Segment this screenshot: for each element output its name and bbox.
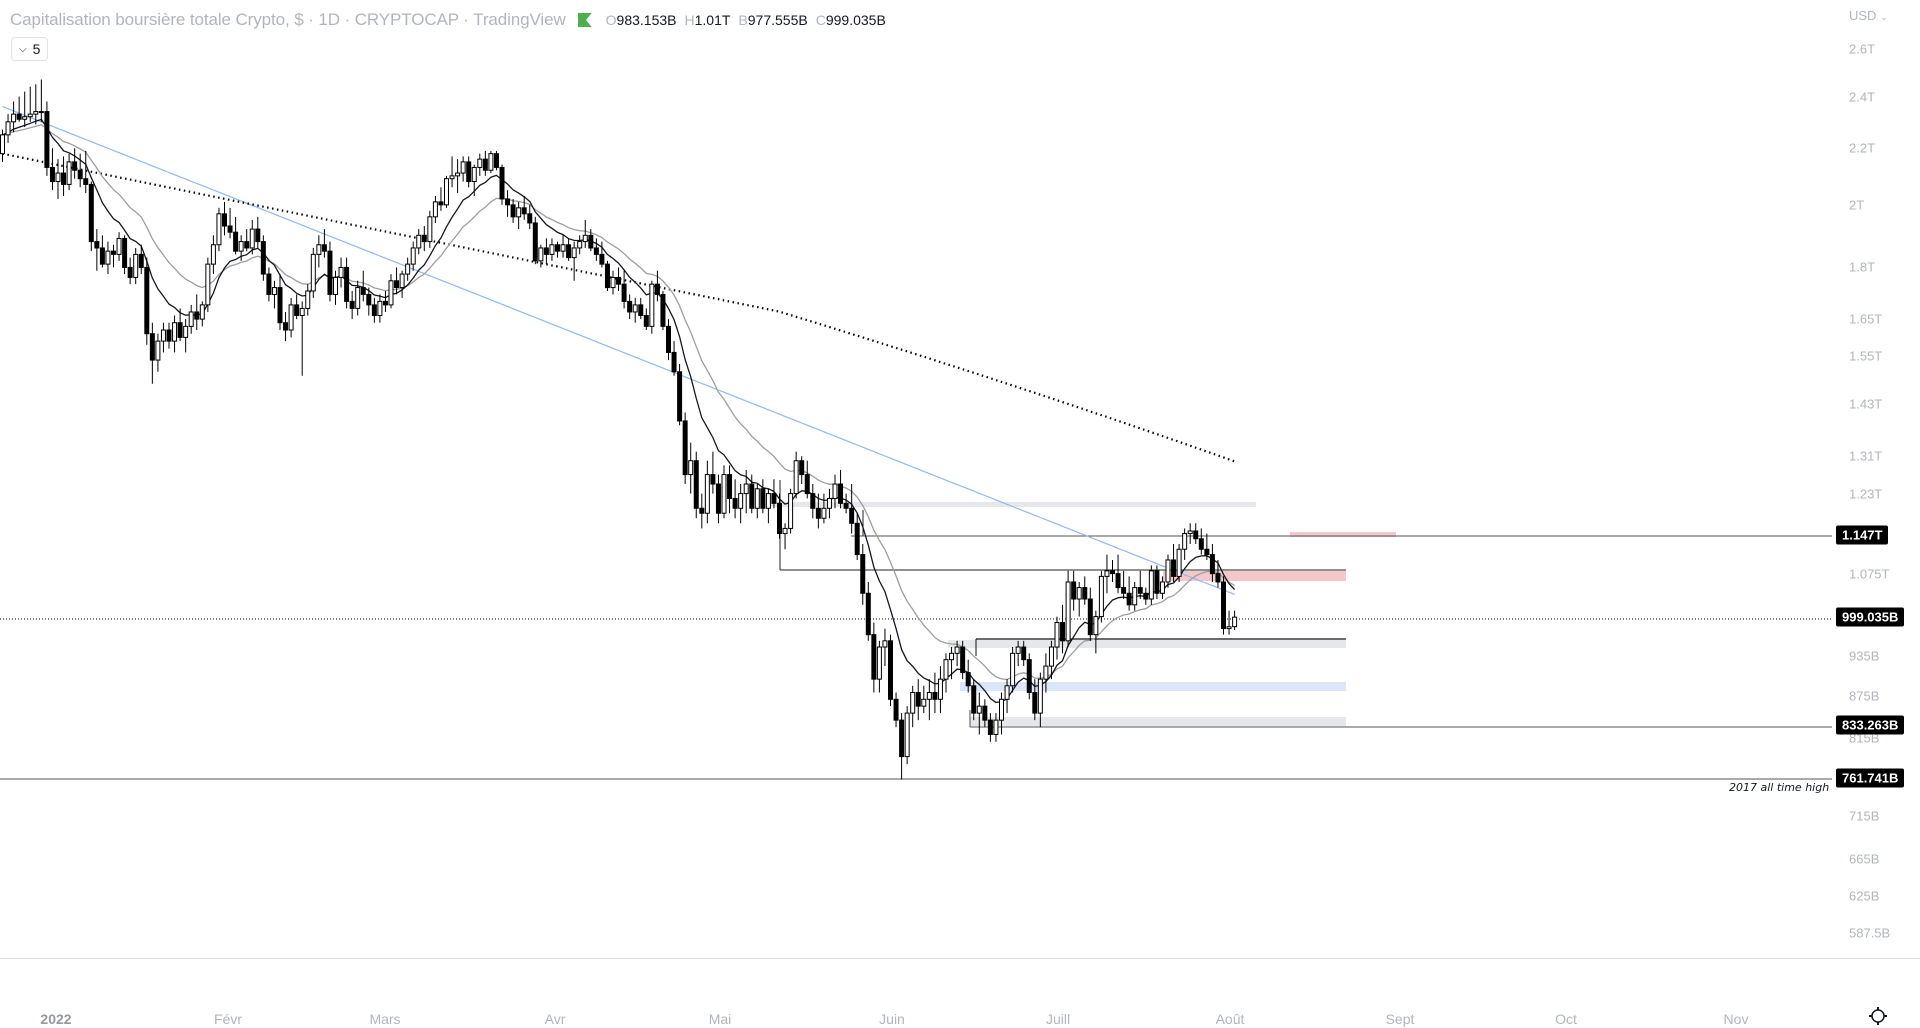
time-axis-label: Mars	[369, 1011, 401, 1027]
chart-header: Capitalisation boursière totale Crypto, …	[10, 8, 894, 32]
ohlc-high: H1.01T	[684, 12, 731, 28]
market-open-flag-icon	[577, 13, 592, 27]
price-level-tag: 761.741B	[1836, 768, 1905, 788]
chevron-down-icon: ⌵	[19, 43, 27, 55]
price-level-tag: 1.147T	[1836, 525, 1889, 545]
price-level-tag: 999.035B	[1836, 607, 1905, 627]
price-tick-label: 587.5B	[1849, 925, 1891, 940]
price-tick-label: 1.43T	[1849, 396, 1883, 412]
time-axis-label: Avr	[544, 1011, 566, 1027]
price-tick-label: 665B	[1849, 851, 1880, 867]
price-tick-label: 2.2T	[1849, 140, 1876, 156]
price-tick-label: 2.4T	[1849, 89, 1876, 105]
ohlc-low: B977.555B	[738, 12, 808, 28]
ohlc-open: O983.153B	[605, 12, 677, 28]
time-axis-label: Juill	[1045, 1011, 1071, 1027]
time-axis-label: Mai	[708, 1011, 732, 1027]
price-tick-label: 2T	[1849, 197, 1865, 213]
price-tick-label: 2.6T	[1849, 41, 1876, 57]
time-axis-label: Févr	[214, 1011, 242, 1027]
price-tick-label: 715B	[1849, 808, 1880, 824]
symbol-title: Capitalisation boursière totale Crypto, …	[10, 10, 566, 29]
price-tick-label: 1.23T	[1849, 486, 1883, 502]
indicator-count: 5	[32, 41, 41, 57]
time-axis-label: Août	[1215, 1011, 1245, 1027]
time-axis-label: 2022	[40, 1011, 72, 1027]
price-tick-label: 1.31T	[1849, 448, 1883, 464]
chart-canvas[interactable]	[0, 0, 1832, 958]
price-tick-label: 625B	[1849, 888, 1880, 904]
candlestick-plot[interactable]	[0, 0, 1832, 958]
chevron-down-icon: ⌄	[1880, 12, 1888, 22]
currency-selector[interactable]: USD ⌄	[1849, 8, 1888, 23]
price-tick-label: 875B	[1849, 688, 1880, 704]
ath-annotation: 2017 all time high	[1729, 781, 1830, 794]
price-tick-label: 1.075T	[1849, 566, 1890, 582]
indicators-collapse-button[interactable]: ⌵ 5	[11, 37, 49, 61]
time-axis[interactable]: 2022 Févr Mars Avr Mai Juin Juill Août Sept Oct No…	[0, 958, 1920, 1028]
ohlc-close: C999.035B	[815, 12, 886, 28]
time-axis-label: Oct	[1555, 1011, 1577, 1027]
time-axis-label: Nov	[1723, 1011, 1749, 1027]
price-tick-label: 1.8T	[1849, 259, 1876, 275]
gear-icon[interactable]	[1868, 1006, 1888, 1026]
price-tick-label: 935B	[1849, 648, 1880, 664]
time-axis-label: Sept	[1385, 1011, 1415, 1027]
price-tick-label: 1.65T	[1849, 311, 1883, 327]
price-tick-label: 1.55T	[1849, 348, 1883, 364]
price-level-tag: 833.263B	[1836, 715, 1905, 735]
time-axis-label: Juin	[879, 1011, 905, 1027]
